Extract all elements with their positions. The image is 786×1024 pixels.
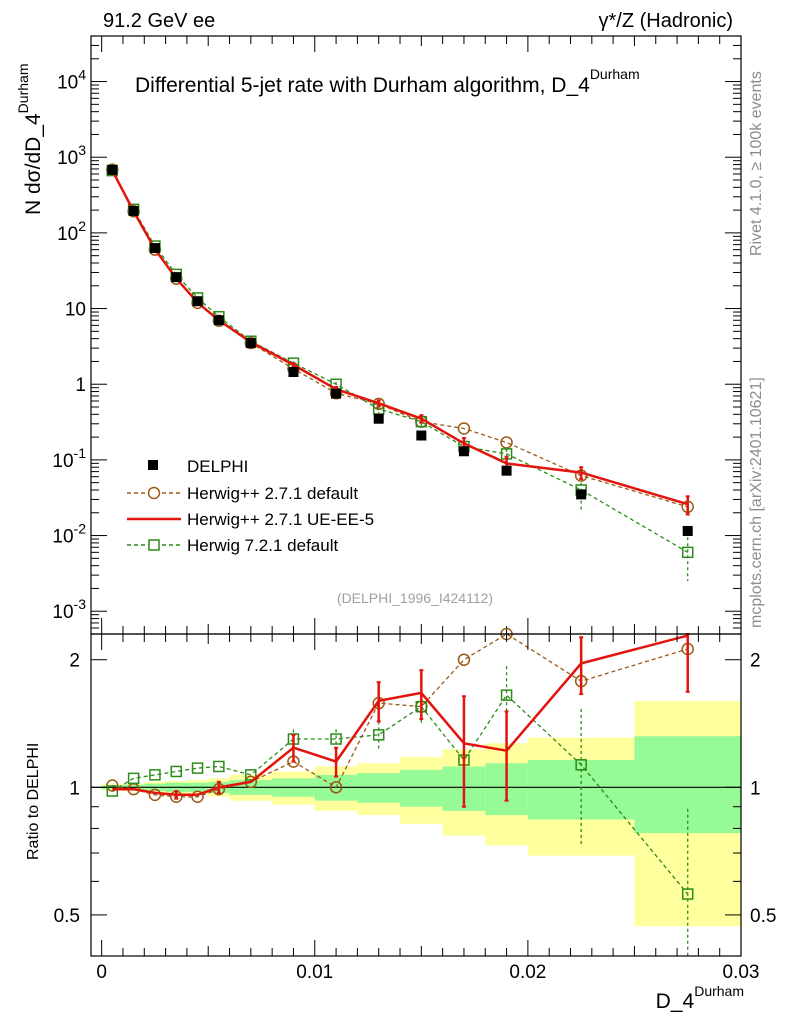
ratio-marker-herwig-2-7-1-default — [457, 653, 471, 666]
ratio-marker-herwig-7-2-1-default — [245, 769, 257, 781]
ratio-xtick-label: 0.03 — [723, 962, 760, 983]
main-point-delphi — [416, 430, 427, 441]
ratio-xlabel-text: D_4 — [656, 990, 695, 1013]
main-ytick-exponent: 3 — [78, 142, 86, 158]
plot-title: Differential 5-jet rate with Durham algo… — [135, 66, 640, 97]
legend-label-herwigpp-default: Herwig++ 2.7.1 default — [187, 484, 358, 503]
main-point-delphi — [458, 446, 469, 457]
main-ytick-label: 10 — [65, 300, 86, 321]
plot-title-sup: Durham — [590, 66, 640, 82]
ratio-ytick-label-right: 0.5 — [750, 906, 776, 927]
main-ylabel: N dσ/dD_4Durham — [15, 64, 45, 215]
main-point-delphi — [213, 315, 224, 326]
main-line-herwig-7-2-1-default — [111, 170, 689, 553]
ratio-marker-herwig-7-2-1-default — [191, 762, 204, 774]
main-point-delphi — [192, 296, 203, 307]
legend-marker-herwig7-default — [148, 539, 160, 551]
ratio-marker-herwig-7-2-1-default — [149, 769, 161, 781]
ratio-band-green — [400, 769, 443, 807]
main-ytick-label: 104 — [57, 67, 86, 94]
ratio-marker-herwig-7-2-1-default — [213, 760, 225, 773]
ratio-xlabel: D_4Durham — [656, 983, 744, 1013]
main-marker-herwig-2-7-1-default — [500, 436, 513, 449]
main-point-delphi — [171, 272, 182, 283]
main-ytick-exponent: 4 — [78, 67, 86, 83]
main-ytick-label: 10-3 — [52, 596, 86, 623]
ratio-marker-herwig-7-2-1-default — [575, 759, 587, 771]
main-panel: 10-3 10-2 10-1 1 10 102 103 104 Differential 5-… — [15, 35, 742, 635]
main-ytick-exponent: -3 — [74, 596, 87, 612]
ratio-marker-herwig-7-2-1-default — [681, 888, 694, 900]
main-point-delphi — [576, 489, 587, 500]
ratio-marker-herwig-7-2-1-default — [500, 689, 513, 701]
ratio-xlabel-sup: Durham — [694, 983, 744, 999]
main-ytick-exponent: 2 — [78, 218, 86, 234]
main-ytick-exponent: -1 — [74, 445, 87, 461]
main-point-delphi — [107, 164, 118, 175]
ratio-ytick-label-left: 1 — [69, 778, 80, 799]
main-marker-herwig-7-2-1-default — [681, 546, 694, 559]
plot-title-text: Differential 5-jet rate with Durham algo… — [135, 74, 590, 97]
rivet-version-label: Rivet 4.1.0, ≥ 100k events — [748, 71, 765, 256]
ratio-frame — [90, 633, 742, 957]
main-ytick-label: 10-1 — [52, 445, 86, 472]
mcplots-site-label: mcplots.cern.ch [arXiv:2401.10621] — [748, 377, 765, 628]
ratio-marker-herwig-7-2-1-default — [372, 729, 385, 741]
legend-marker-delphi — [148, 460, 158, 470]
main-ytick-label: 1 — [75, 375, 86, 396]
main-ytick-label: 102 — [57, 218, 86, 245]
ratio-xtick-label: 0.02 — [509, 962, 546, 983]
main-ytick-label: 10-2 — [52, 521, 86, 548]
ratio-marker-herwig-2-7-1-default — [329, 781, 343, 794]
main-ylabel-text: N dσ/dD_4 — [22, 113, 45, 215]
reference-id: (DELPHI_1996_I424112) — [337, 590, 493, 606]
ratio-xtick-label: 0 — [96, 962, 107, 983]
ratio-ytick-label-right: 2 — [750, 651, 761, 672]
ratio-ytick-label-left: 0.5 — [54, 906, 80, 927]
legend-label-delphi: DELPHI — [187, 457, 248, 476]
ratio-ylabel: Ratio to DELPHI — [25, 743, 42, 860]
ratio-xtick-label: 0.01 — [296, 962, 333, 983]
legend-label-herwigpp-ue: Herwig++ 2.7.1 UE-EE-5 — [187, 510, 374, 529]
main-ytick-label: 103 — [57, 142, 86, 169]
main-point-delphi — [331, 388, 342, 399]
ratio-marker-herwig-7-2-1-default — [330, 733, 342, 745]
energy-label: 91.2 GeV ee — [103, 10, 215, 32]
main-point-delphi — [373, 413, 384, 424]
ratio-ytick-label-left: 2 — [69, 651, 80, 672]
main-ylabel-sup: Durham — [15, 64, 31, 114]
main-ytick-exponent: -2 — [74, 521, 87, 537]
main-point-delphi — [501, 465, 512, 476]
main-point-delphi — [245, 338, 256, 349]
legend-marker-herwigpp-default — [147, 486, 161, 500]
main-point-delphi — [149, 243, 160, 254]
ratio-marker-herwig-7-2-1-default — [170, 765, 182, 778]
ratio-marker-herwig-2-7-1-default — [191, 790, 204, 804]
legend-label-herwig7-default: Herwig 7.2.1 default — [187, 536, 338, 555]
ratio-line-herwig-2-7-1-ue-ee-5 — [112, 634, 689, 797]
main-point-delphi — [682, 525, 693, 536]
ratio-marker-herwig-7-2-1-default — [106, 785, 119, 797]
main-line-herwig-2-7-1-ue-ee-5 — [111, 169, 689, 506]
ratio-panel: 0.5 0.51 12 20 0.01 0.02 0.03 Ratio to DELPHI … — [25, 627, 776, 1013]
ratio-marker-herwig-7-2-1-default — [127, 772, 140, 785]
ratio-band-green — [634, 736, 741, 834]
main-point-delphi — [288, 367, 299, 378]
legend: DELPHI Herwig++ 2.7.1 default Herwig++ 2… — [127, 457, 374, 555]
main-marker-herwig-2-7-1-default — [457, 422, 471, 435]
ratio-marker-herwig-2-7-1-default — [148, 788, 162, 802]
process-label: γ*/Z (Hadronic) — [599, 10, 733, 32]
ratio-ytick-label-right: 1 — [750, 778, 761, 799]
main-point-delphi — [128, 205, 139, 216]
